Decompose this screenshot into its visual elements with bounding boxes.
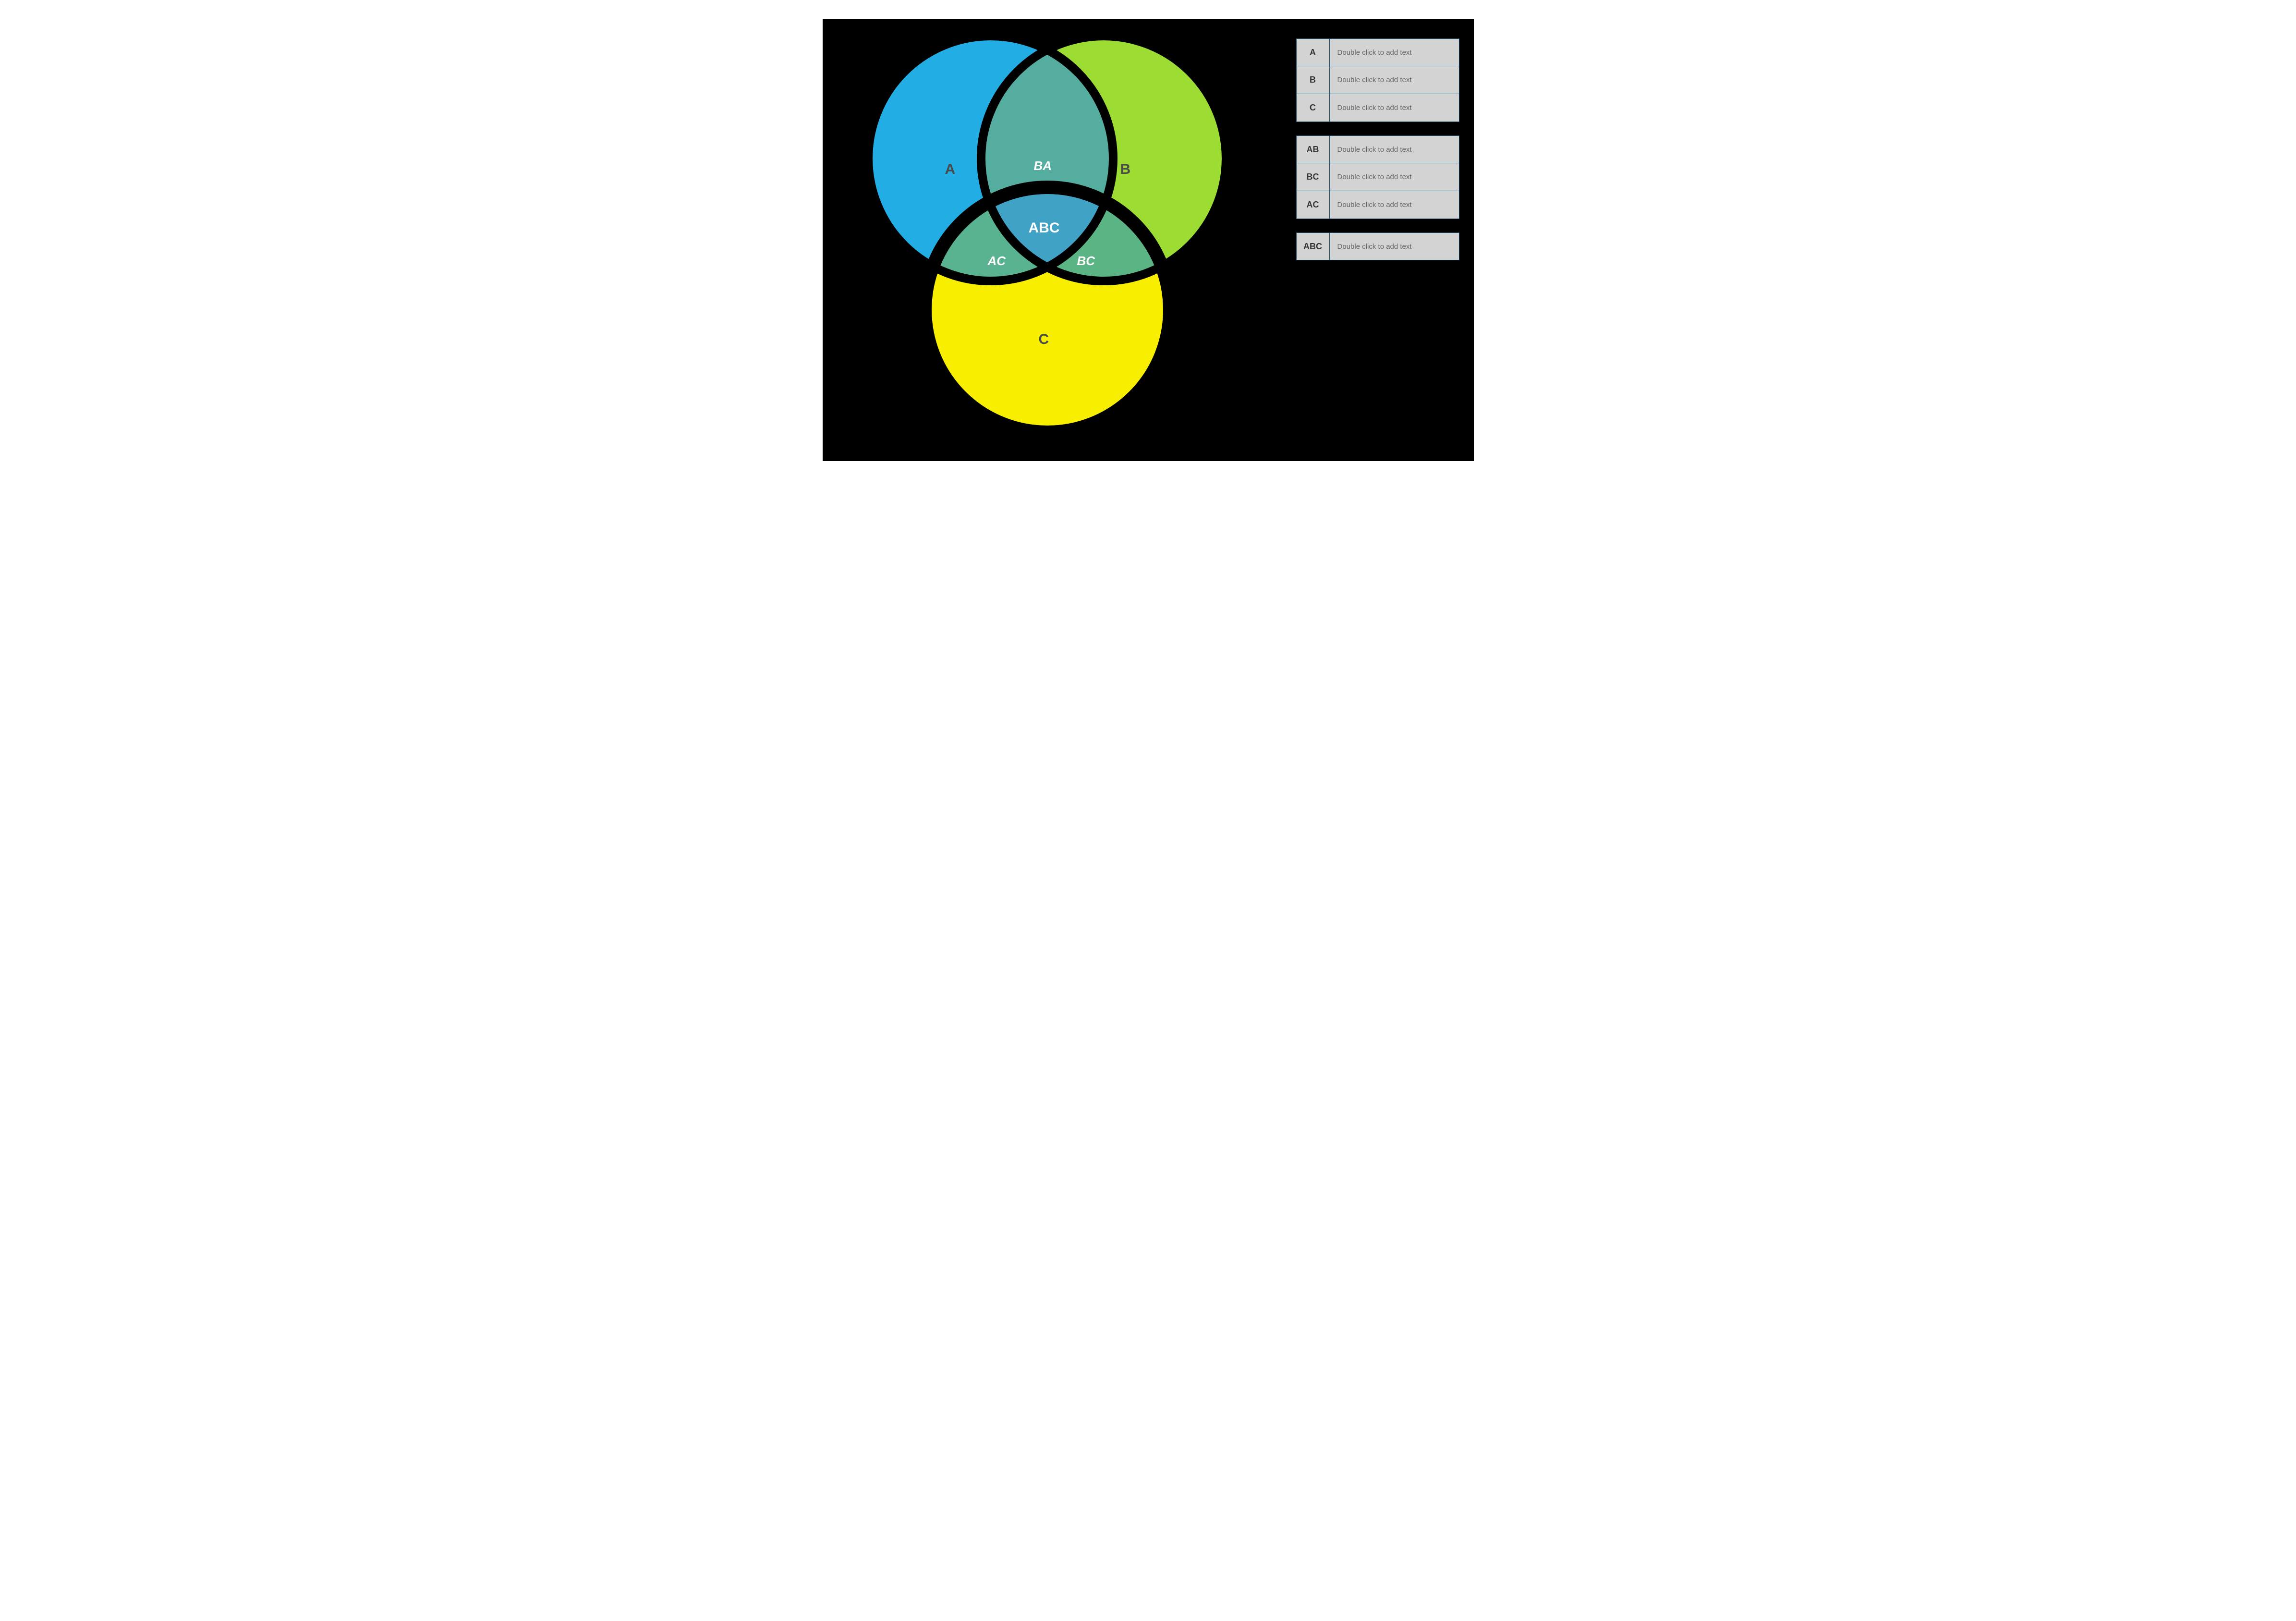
legend-key-bc: BC: [1296, 163, 1330, 191]
legend-value-bc[interactable]: Double click to add text: [1330, 163, 1459, 191]
legend-row: AC Double click to add text: [1296, 191, 1459, 219]
legend-value-ac[interactable]: Double click to add text: [1330, 191, 1459, 219]
legend-group-pairs: AB Double click to add text BC Double cl…: [1296, 135, 1459, 219]
legend-key-ab: AB: [1296, 135, 1330, 163]
legend-row: BC Double click to add text: [1296, 163, 1459, 191]
diagram-canvas: A B C BA AC BC ABC A Double click to add…: [823, 19, 1474, 461]
legend-value-ab[interactable]: Double click to add text: [1330, 135, 1459, 163]
legend-group-singles: A Double click to add text B Double clic…: [1296, 38, 1459, 122]
legend-value-a[interactable]: Double click to add text: [1330, 38, 1459, 66]
legend-row: A Double click to add text: [1296, 38, 1459, 66]
legend-group-triple: ABC Double click to add text: [1296, 232, 1459, 260]
legend-row: ABC Double click to add text: [1296, 232, 1459, 260]
legend-key-ac: AC: [1296, 191, 1330, 219]
legend-row: AB Double click to add text: [1296, 135, 1459, 163]
legend-value-abc[interactable]: Double click to add text: [1330, 232, 1459, 260]
legend-key-b: B: [1296, 66, 1330, 94]
legend-row: B Double click to add text: [1296, 66, 1459, 94]
legend-key-c: C: [1296, 94, 1330, 122]
venn-svg: [832, 19, 1264, 461]
legend-panel: A Double click to add text B Double clic…: [1296, 38, 1459, 274]
legend-value-b[interactable]: Double click to add text: [1330, 66, 1459, 94]
legend-key-abc: ABC: [1296, 232, 1330, 260]
legend-key-a: A: [1296, 38, 1330, 66]
legend-row: C Double click to add text: [1296, 94, 1459, 122]
legend-value-c[interactable]: Double click to add text: [1330, 94, 1459, 122]
venn-diagram: A B C BA AC BC ABC: [832, 19, 1264, 461]
